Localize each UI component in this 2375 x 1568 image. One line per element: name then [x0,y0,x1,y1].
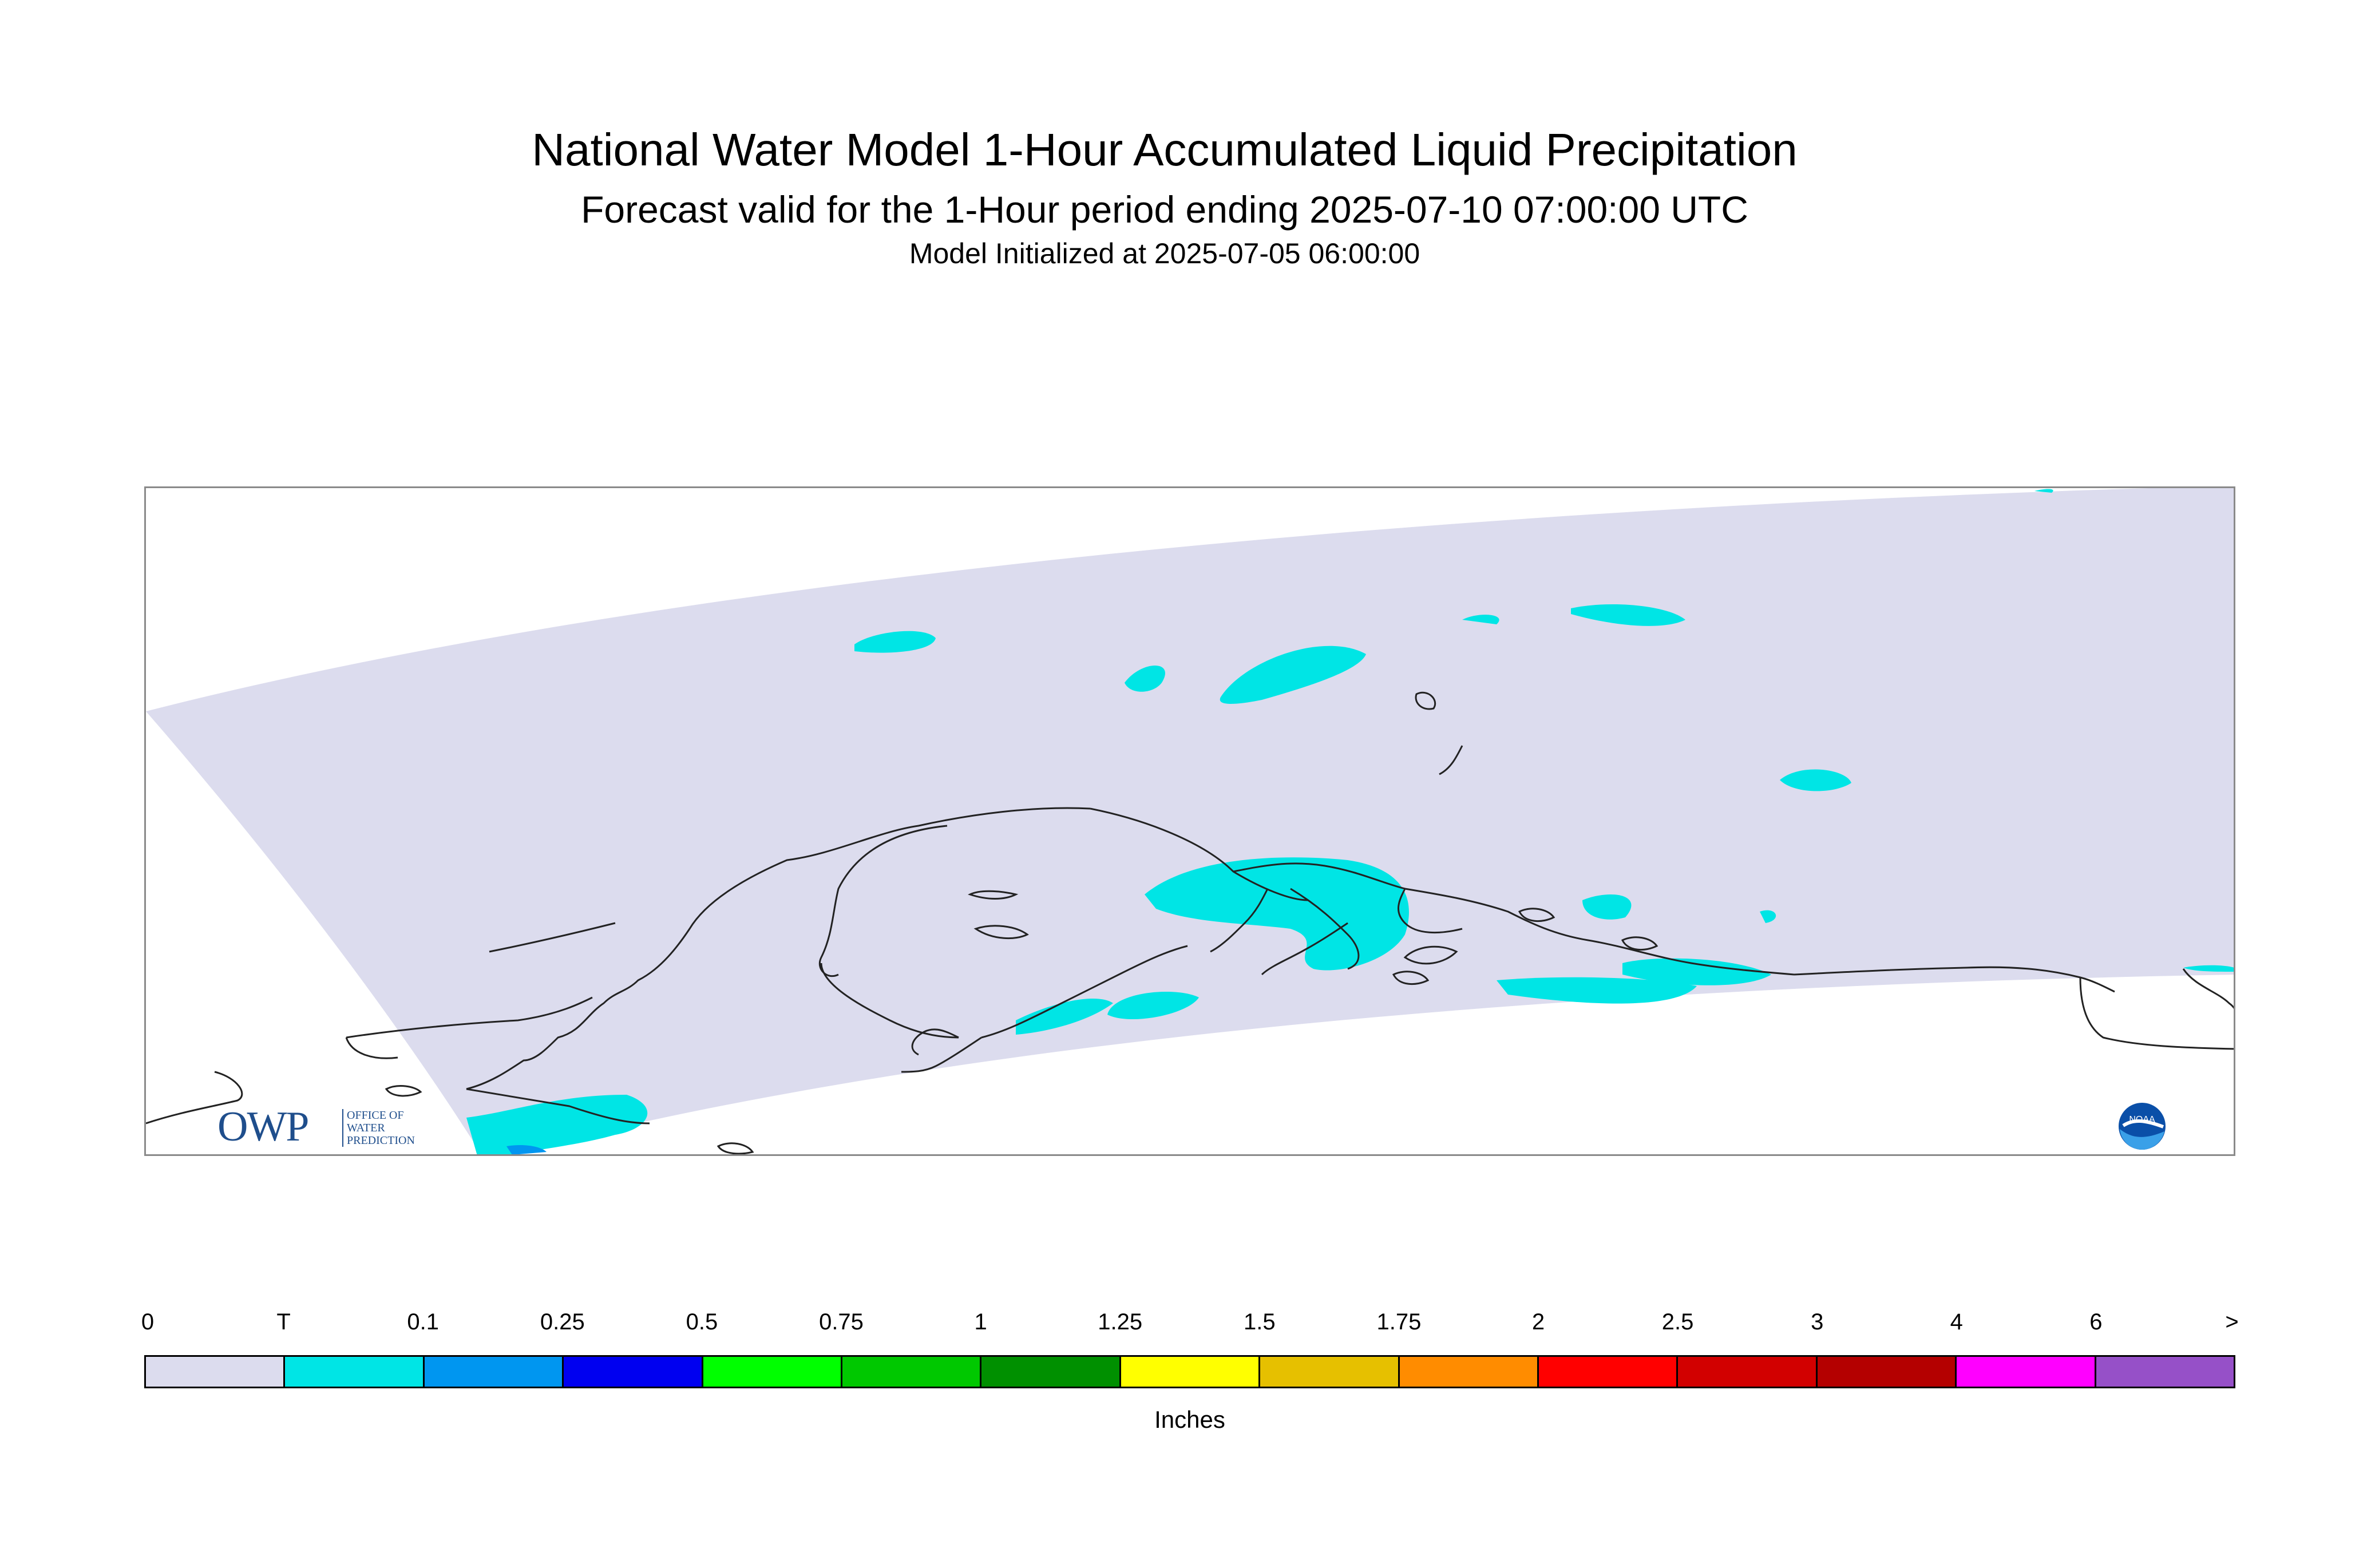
coastline [901,1036,982,1073]
map-subtitle: Forecast valid for the 1-Hour period end… [581,188,1748,231]
coastline [1518,908,1555,922]
owp-logo-text: OWP [217,1103,309,1150]
coastline [1090,807,1308,901]
coastline [1403,945,1458,965]
precip-area-light [506,1145,547,1154]
precip-area [1571,604,1685,626]
map-title: National Water Model 1-Hour Accumulated … [532,124,1798,175]
coastline [385,1085,422,1097]
legend-swatch [703,1357,843,1387]
legend-tick-label: 0.25 [540,1309,585,1335]
legend-tick-label: 2 [1531,1309,1545,1335]
precip-area [2034,489,2053,493]
coastline [466,807,1091,1090]
coastline [820,963,959,1039]
precip-area [1125,666,1165,692]
precip-area [2183,965,2234,972]
legend-swatch [1957,1357,2096,1387]
coastline [818,825,948,977]
coastline [1210,888,1269,953]
legend-tick-label: 0.75 [819,1309,864,1335]
legend-tick-label: 1.5 [1243,1309,1276,1335]
map-canvas [146,488,2234,1154]
coastline [1290,888,1360,970]
coastline [1261,922,1348,976]
legend-swatch [981,1357,1121,1387]
precip-area [1145,857,1409,971]
title-block: National Water Model 1-Hour Accumulated … [0,0,2375,298]
legend-swatch [1260,1357,1400,1387]
precip-area [1462,615,1499,624]
legend-swatch [564,1357,703,1387]
legend-tick-label: 0.1 [407,1309,439,1335]
legend-tick-label: 1.75 [1376,1309,1422,1335]
coastline [2182,968,2234,1009]
model-domain [146,488,2234,1154]
coastline [1621,936,1658,951]
legend-swatch [1539,1357,1679,1387]
legend-tick-label: 2.5 [1661,1309,1694,1335]
map-panel [144,486,2235,1156]
coastline [1794,966,2115,993]
legend-swatch [285,1357,425,1387]
precip-area [1497,977,1697,1004]
coastline [911,1028,959,1056]
coastline [489,922,616,953]
legend-units: Inches [1154,1406,1225,1433]
noaa-logo: NOAA [2117,1102,2167,1151]
precip-areas [466,489,2234,1154]
coastline [968,890,1019,900]
legend-swatch [842,1357,982,1387]
legend-tick-label: > [2225,1309,2239,1335]
precip-area [466,1095,648,1154]
legend-tick-label: 0.5 [686,1309,718,1335]
precip-area [1582,894,1632,920]
coastline [1415,691,1436,710]
legend-swatch [1678,1357,1818,1387]
coastline [2079,977,2234,1050]
legend-tick-label: 0 [141,1309,155,1335]
coastline [981,945,1188,1039]
precip-area [1760,910,1776,923]
legend-ticks: 0 T 0.1 0.25 0.5 0.75 1 1.25 1.5 1.75 2 2.5 3 4 6 > [141,1309,2239,1339]
owp-logo: OWP OFFICE OF WATER PREDICTION [217,1106,423,1151]
precip-area [1107,992,1199,1020]
coastline [146,1071,243,1124]
coastline [346,996,593,1039]
noaa-logo-icon: NOAA [2119,1103,2166,1150]
legend-tick-label: T [276,1309,291,1335]
precip-area [854,631,936,653]
noaa-logo-text: NOAA [2129,1115,2155,1124]
legend-swatches [144,1355,2235,1388]
coastlines [146,691,2234,1154]
precip-area [1622,958,1771,985]
coastline [1233,862,1795,976]
legend-swatch [146,1357,286,1387]
precip-area [1780,769,1851,791]
coastline [1392,971,1430,985]
legend-swatch [2096,1357,2234,1387]
legend-tick-label: 4 [1950,1309,1963,1335]
precip-area [1016,998,1113,1035]
legend-swatch [1817,1357,1957,1387]
legend-tick-label: 3 [1811,1309,1824,1335]
legend-tick-label: 6 [2089,1309,2103,1335]
owp-logo-subtext: OFFICE OF WATER PREDICTION [342,1109,415,1147]
legend-swatch [1121,1357,1261,1387]
legend-swatch [424,1357,564,1387]
legend-swatch [1399,1357,1539,1387]
coastline [345,1037,398,1059]
color-legend: 0 T 0.1 0.25 0.5 0.75 1 1.25 1.5 1.75 2 2.5 3 4 6 > Inc… [141,1309,2239,1448]
model-init-line: Model Initialized at 2025-07-05 06:00:00 [909,237,1420,270]
coastline [466,1088,650,1124]
coastline [1397,888,1463,933]
coastline [717,1142,754,1154]
precip-area [1220,646,1366,704]
coastline [973,925,1029,940]
legend-tick-label: 1.25 [1098,1309,1143,1335]
legend-tick-label: 1 [974,1309,987,1335]
coastline [1439,745,1463,775]
